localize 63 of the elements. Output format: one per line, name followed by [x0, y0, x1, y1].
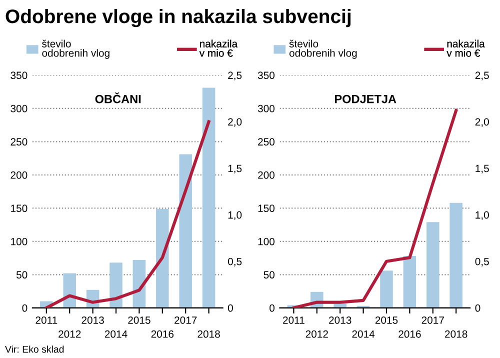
y-tick-label: 300 — [258, 104, 275, 112]
y2-tick-label: 0,5 — [475, 258, 489, 266]
bar — [450, 202, 462, 308]
y-tick-label: 300 — [10, 104, 28, 112]
x-tick-label: 2013 — [329, 316, 352, 324]
y-tick-label: 200 — [258, 171, 275, 179]
y-tick-label: 100 — [258, 238, 275, 246]
x-tick-label: 2012 — [306, 330, 328, 338]
legend-label: število odobrenih vlog — [289, 40, 357, 59]
x-tick-label: 2016 — [151, 330, 174, 338]
x-tick-label: 2012 — [58, 330, 81, 338]
line-series — [292, 109, 458, 308]
bar — [156, 208, 169, 308]
y-tick-label: 50 — [264, 271, 275, 279]
y-tick-label: 350 — [258, 72, 275, 80]
x-tick-label: 2011 — [283, 316, 304, 324]
x-tick-label: 2014 — [352, 330, 375, 338]
y-tick-label: 0 — [22, 304, 28, 312]
x-tick-label: 2015 — [128, 316, 150, 324]
y2-tick-label: 0 — [228, 304, 233, 312]
y2-tick-label: 1,0 — [476, 211, 489, 220]
bar — [202, 88, 216, 308]
y-tick-label: 250 — [258, 138, 275, 146]
chart-title: Odobrene vloge in nakazila subvencij — [6, 8, 350, 28]
x-tick-label: 2016 — [398, 330, 421, 338]
x-tick-label: 2017 — [174, 316, 197, 324]
bar — [110, 262, 122, 308]
x-tick-label: 2014 — [104, 330, 128, 338]
text: Vir: Eko sklad — [5, 346, 64, 353]
y2-tick-label: 2,0 — [475, 118, 489, 127]
x-tick-label: 2011 — [36, 316, 58, 324]
y2-tick-label: 0,5 — [228, 258, 242, 266]
y-tick-label: 350 — [10, 72, 28, 80]
y-tick-label: 50 — [16, 271, 28, 279]
x-tick-label: 2018 — [445, 330, 468, 338]
y2-tick-label: 2,0 — [228, 118, 242, 127]
x-tick-label: 2017 — [422, 316, 444, 324]
y-tick-label: 100 — [11, 238, 28, 246]
y-tick-label: 200 — [10, 171, 28, 179]
y-tick-label: 0 — [270, 304, 275, 312]
y-tick-label: 250 — [10, 138, 28, 146]
y2-tick-label: 1,5 — [476, 164, 489, 174]
bar — [380, 270, 393, 308]
line-series — [44, 120, 210, 308]
text: PODJETJA — [335, 94, 396, 104]
bar — [403, 256, 416, 308]
legend-label: nakazila v mio € — [446, 40, 485, 57]
text: OBČANI — [95, 92, 141, 104]
bar — [63, 273, 76, 308]
x-tick-label: 2015 — [375, 316, 398, 324]
x-tick-label: 2013 — [82, 316, 104, 324]
y2-tick-label: 2,5 — [475, 72, 489, 80]
bar — [426, 222, 440, 308]
y2-tick-label: 0 — [475, 304, 480, 312]
y2-tick-label: 1,0 — [228, 211, 242, 220]
legend-label: nakazila v mio € — [199, 40, 238, 57]
x-tick-label: 2018 — [198, 330, 220, 338]
bar — [179, 154, 192, 308]
y2-tick-label: 2,5 — [228, 72, 242, 80]
y2-tick-label: 1,5 — [228, 164, 242, 174]
y-tick-label: 150 — [11, 204, 28, 212]
y-tick-label: 150 — [258, 204, 275, 212]
legend-label: število odobrenih vlog — [42, 40, 110, 59]
